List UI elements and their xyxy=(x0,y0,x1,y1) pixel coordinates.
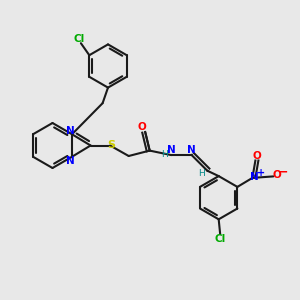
Text: H: H xyxy=(199,169,205,178)
Text: +: + xyxy=(257,168,266,178)
Text: N: N xyxy=(187,145,196,155)
Text: N: N xyxy=(66,126,75,136)
Text: Cl: Cl xyxy=(214,234,226,244)
Text: H: H xyxy=(161,150,168,159)
Text: N: N xyxy=(167,145,176,155)
Text: O: O xyxy=(253,151,261,161)
Text: S: S xyxy=(108,140,116,150)
Text: −: − xyxy=(278,165,288,178)
Text: O: O xyxy=(273,169,281,180)
Text: N: N xyxy=(250,172,259,182)
Text: O: O xyxy=(137,122,146,133)
Text: N: N xyxy=(66,156,75,166)
Text: Cl: Cl xyxy=(74,34,85,44)
